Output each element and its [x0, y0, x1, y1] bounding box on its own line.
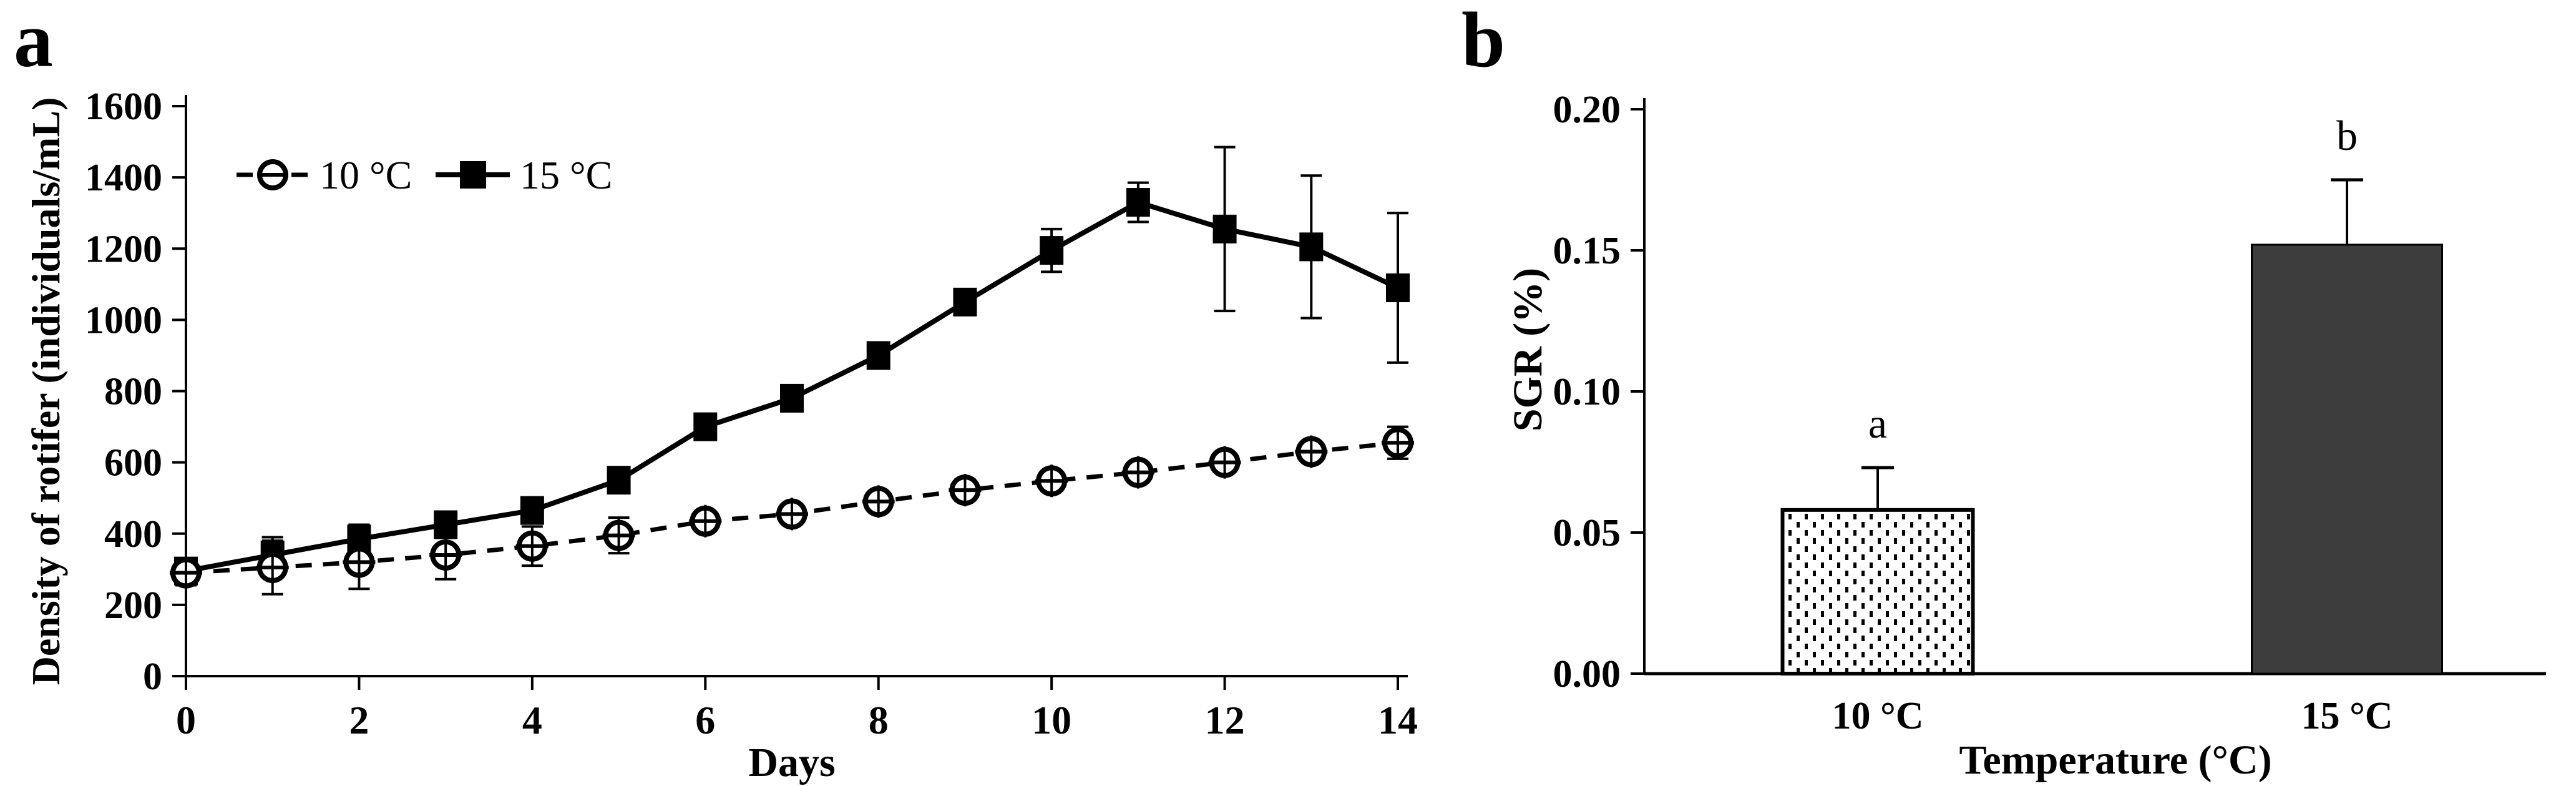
panel-b-label: b [1461, 0, 1506, 84]
bar-group-15°C: b 15 °C [2251, 112, 2443, 737]
sig-letter: a [1868, 400, 1887, 447]
y-tick-label: 1600 [85, 86, 162, 128]
x-category-label: 10 °C [1832, 695, 1923, 737]
bar [2251, 243, 2443, 675]
x-tick-label: 8 [869, 698, 889, 742]
x-tick-label: 14 [1378, 698, 1418, 742]
y-tick-label: 1000 [85, 299, 162, 341]
x-tick-label: 12 [1205, 698, 1245, 742]
x-category-label: 15 °C [2301, 695, 2393, 737]
x-tick-label: 4 [522, 698, 542, 742]
y-tick-label: 0.00 [1553, 653, 1621, 695]
x-tick-label: 0 [176, 698, 196, 742]
y-tick-label: 0 [143, 656, 162, 698]
series-10c [170, 425, 1414, 596]
square-marker [1212, 214, 1237, 243]
y-tick-label: 200 [104, 584, 162, 627]
square-marker [693, 412, 718, 441]
y-tick-label: 800 [104, 371, 162, 413]
sgr-bar-chart: 0.00 0.05 0.10 0.15 0.20 a 10 °C b 15 °C Temperat… [1505, 89, 2546, 783]
legend-square-marker [460, 161, 486, 189]
x-tick-label: 6 [695, 698, 715, 742]
square-marker [1126, 188, 1150, 217]
y-tick-label: 400 [104, 513, 162, 556]
y-tick-label: 0.15 [1553, 230, 1621, 272]
y-tick-label: 600 [104, 442, 162, 484]
legend: 10 °C 15 °C [237, 153, 612, 197]
legend-label-10c: 10 °C [320, 153, 412, 197]
legend-label-15c: 15 °C [520, 153, 612, 197]
square-marker [1299, 232, 1324, 262]
density-line-chart: 0 200 400 600 800 1000 1200 1400 1600 0 2 4 6 8 10 12 14… [24, 86, 1418, 785]
square-marker [1040, 236, 1064, 265]
y-tick-label: 1400 [85, 157, 162, 199]
square-marker [520, 496, 544, 525]
bar-group-10°C: a 10 °C [1780, 400, 1975, 737]
square-marker [953, 287, 977, 317]
square-marker [1386, 273, 1410, 303]
square-marker [607, 466, 631, 495]
y-tick-label: 0.05 [1553, 512, 1621, 554]
y-axis-title: SGR (%) [1505, 268, 1551, 431]
square-marker [780, 383, 804, 413]
x-axis-title: Days [748, 740, 835, 785]
y-tick-label: 1200 [85, 228, 162, 270]
y-tick-label: 0.20 [1553, 89, 1621, 131]
bar [1780, 508, 1975, 676]
axes: 0 200 400 600 800 1000 1200 1400 1600 0 2 4 6 8 10 12 14 [85, 86, 1418, 742]
x-axis-title: Temperature (°C) [1959, 737, 2271, 783]
y-axis-title: Density of rotifer (individuals/mL) [24, 97, 68, 685]
y-tick-label: 0.10 [1553, 371, 1621, 413]
x-tick-label: 2 [349, 698, 369, 742]
square-marker [866, 341, 890, 370]
x-tick-label: 10 [1032, 698, 1071, 742]
sig-letter: b [2336, 112, 2358, 159]
panel-a-label: a [14, 0, 53, 84]
